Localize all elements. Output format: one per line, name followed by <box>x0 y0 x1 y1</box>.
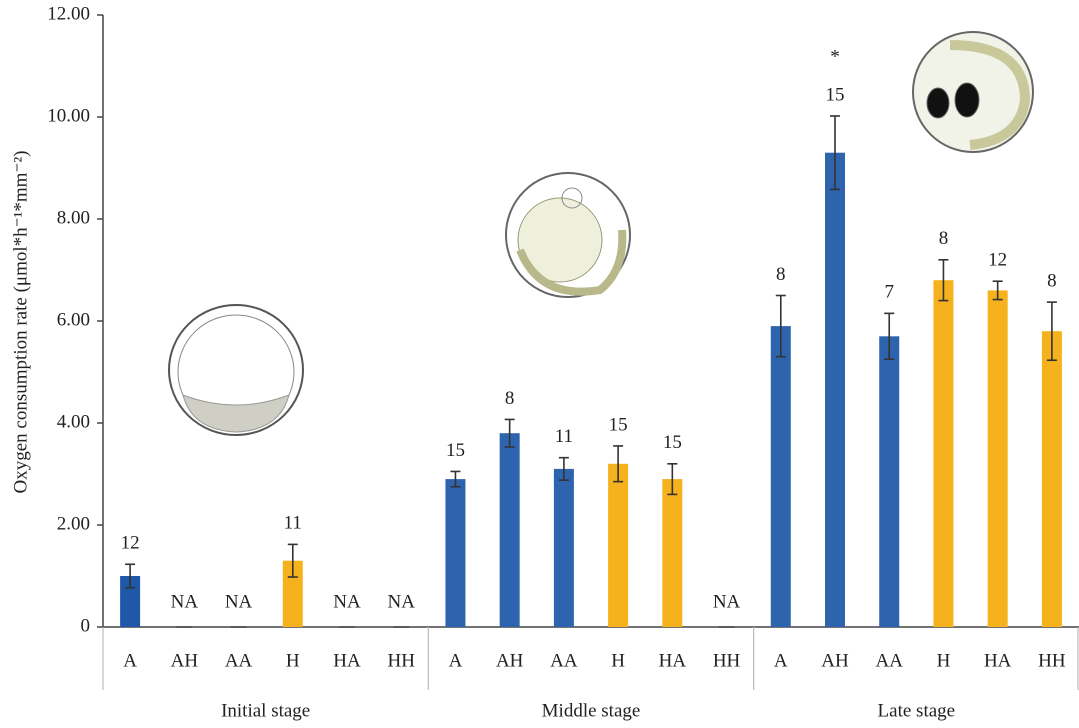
bar <box>499 433 520 627</box>
n-label: 8 <box>1047 270 1057 291</box>
n-label: 12 <box>988 250 1007 271</box>
n-label: NA <box>171 591 199 612</box>
x-tick-label: AH <box>171 650 199 671</box>
y-axis-label: Oxygen consumption rate (μmol*h⁻¹*mm⁻²) <box>10 151 31 494</box>
n-label: NA <box>713 591 741 612</box>
bar <box>933 280 954 627</box>
egg-initial <box>168 304 304 436</box>
y-tick-label: 12.00 <box>47 3 90 24</box>
bar <box>608 463 629 627</box>
n-label: 11 <box>555 426 573 447</box>
x-tick-label: A <box>123 650 137 671</box>
n-label: 8 <box>505 388 515 409</box>
group-label: Middle stage <box>542 700 641 721</box>
x-tick-label: H <box>286 650 300 671</box>
y-tick-label: 4.00 <box>57 411 90 432</box>
n-label: 7 <box>884 282 894 303</box>
n-label: 8 <box>776 264 786 285</box>
x-tick-label: HH <box>1038 650 1066 671</box>
egg-middle <box>505 172 631 298</box>
bar <box>553 468 574 627</box>
y-tick-label: 8.00 <box>57 207 90 228</box>
significance-mark: * <box>830 46 840 67</box>
x-tick-label: HA <box>659 650 687 671</box>
n-label: 8 <box>939 228 949 249</box>
x-tick-label: AH <box>496 650 524 671</box>
x-tick-label: AH <box>821 650 849 671</box>
n-label: NA <box>225 591 253 612</box>
n-label: 12 <box>121 533 140 554</box>
n-label: NA <box>333 591 361 612</box>
x-tick-label: A <box>774 650 788 671</box>
n-label: 11 <box>284 513 302 534</box>
n-label: 15 <box>826 84 845 105</box>
bar <box>987 290 1008 627</box>
y-tick-label: 0 <box>81 615 91 636</box>
bar <box>879 336 900 627</box>
y-tick-label: 10.00 <box>47 105 90 126</box>
bar <box>120 576 141 627</box>
x-tick-label: HA <box>984 650 1012 671</box>
bar <box>1041 331 1062 627</box>
n-label: NA <box>387 591 415 612</box>
y-tick-label: 2.00 <box>57 513 90 534</box>
bar <box>445 479 466 627</box>
n-label: 15 <box>609 414 628 435</box>
bar <box>770 326 791 627</box>
x-tick-label: A <box>449 650 463 671</box>
x-tick-label: AA <box>225 650 253 671</box>
x-tick-label: AA <box>875 650 903 671</box>
x-tick-label: AA <box>550 650 578 671</box>
x-tick-label: HH <box>713 650 741 671</box>
group-label: Initial stage <box>221 700 310 721</box>
x-tick-label: HA <box>333 650 361 671</box>
x-tick-label: H <box>937 650 951 671</box>
x-tick-label: H <box>611 650 625 671</box>
bar <box>825 152 845 627</box>
x-tick-label: HH <box>387 650 415 671</box>
egg-late <box>912 31 1034 153</box>
group-label: Late stage <box>878 700 956 721</box>
bar <box>662 479 683 627</box>
y-tick-label: 6.00 <box>57 309 90 330</box>
n-label: 15 <box>446 440 465 461</box>
n-label: 15 <box>663 432 682 453</box>
